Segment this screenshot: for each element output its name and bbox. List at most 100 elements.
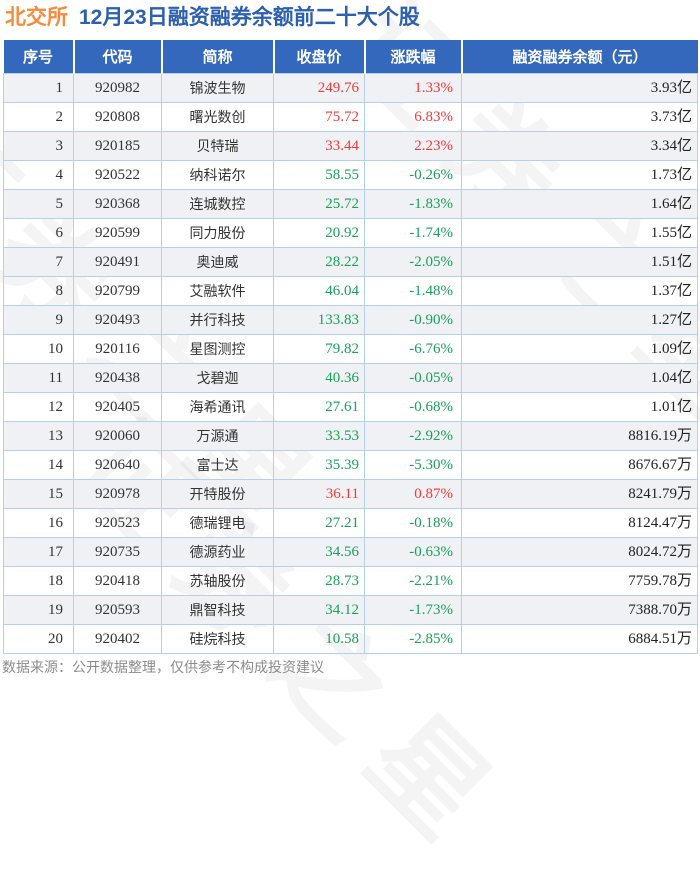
cell-no: 11 (3, 363, 74, 393)
title-main-label: 12月23日融资融券余额前二十大个股 (79, 6, 420, 29)
col-header-price: 收盘价 (273, 40, 366, 74)
cell-code: 920402 (73, 624, 162, 654)
cell-price: 133.83 (273, 305, 365, 335)
cell-price: 27.61 (273, 392, 365, 422)
cell-no: 9 (3, 305, 74, 335)
col-header-name: 简称 (161, 40, 275, 74)
table-row: 4 920522 纳科诺尔 58.55 -0.26% 1.73亿 (3, 160, 698, 190)
cell-no: 6 (3, 218, 74, 248)
cell-code: 920368 (73, 189, 162, 219)
table-row: 6 920599 同力股份 20.92 -1.74% 1.55亿 (3, 218, 698, 248)
cell-price: 10.58 (273, 624, 365, 654)
cell-change: 6.83% (364, 102, 462, 132)
cell-name: 鼎智科技 (161, 595, 274, 625)
cell-no: 14 (3, 450, 74, 480)
cell-code: 920799 (73, 276, 162, 306)
cell-code: 920491 (73, 247, 162, 277)
header-row: 序号 代码 简称 收盘价 涨跌幅 融资融券余额（元） (3, 40, 698, 74)
cell-change: -1.83% (364, 189, 462, 219)
cell-balance: 8024.72万 (461, 537, 698, 567)
cell-price: 20.92 (273, 218, 365, 248)
cell-code: 920808 (73, 102, 162, 132)
cell-code: 920593 (73, 595, 162, 625)
cell-price: 33.53 (273, 421, 365, 451)
cell-name: 曙光数创 (161, 102, 274, 132)
cell-name: 德瑞锂电 (161, 508, 274, 538)
table-row: 19 920593 鼎智科技 34.12 -1.73% 7388.70万 (3, 595, 698, 625)
cell-change: 2.23% (364, 131, 462, 161)
cell-no: 20 (3, 624, 74, 654)
cell-code: 920640 (73, 450, 162, 480)
cell-balance: 1.55亿 (461, 218, 698, 248)
cell-name: 纳科诺尔 (161, 160, 274, 190)
cell-no: 1 (3, 73, 74, 103)
cell-change: -1.73% (364, 595, 462, 625)
table-row: 1 920982 锦波生物 249.76 1.33% 3.93亿 (3, 73, 698, 103)
table-row: 3 920185 贝特瑞 33.44 2.23% 3.34亿 (3, 131, 698, 161)
cell-price: 249.76 (273, 73, 365, 103)
page-title: 北交所 12月23日融资融券余额前二十大个股 (5, 2, 420, 34)
table-header: 序号 代码 简称 收盘价 涨跌幅 融资融券余额（元） (3, 40, 698, 74)
cell-balance: 7759.78万 (461, 566, 698, 596)
cell-price: 34.12 (273, 595, 365, 625)
cell-code: 920599 (73, 218, 162, 248)
cell-price: 28.73 (273, 566, 365, 596)
cell-price: 25.72 (273, 189, 365, 219)
cell-change: -6.76% (364, 334, 462, 364)
table-row: 17 920735 德源药业 34.56 -0.63% 8024.72万 (3, 537, 698, 567)
cell-code: 920523 (73, 508, 162, 538)
cell-name: 连城数控 (161, 189, 274, 219)
cell-name: 万源通 (161, 421, 274, 451)
cell-no: 8 (3, 276, 74, 306)
cell-name: 锦波生物 (161, 73, 274, 103)
cell-balance: 1.51亿 (461, 247, 698, 277)
table-row: 16 920523 德瑞锂电 27.21 -0.18% 8124.47万 (3, 508, 698, 538)
col-header-no: 序号 (3, 40, 75, 74)
cell-name: 戈碧迦 (161, 363, 274, 393)
cell-no: 19 (3, 595, 74, 625)
cell-balance: 8816.19万 (461, 421, 698, 451)
table-row: 2 920808 曙光数创 75.72 6.83% 3.73亿 (3, 102, 698, 132)
cell-code: 920405 (73, 392, 162, 422)
table-row: 12 920405 海希通讯 27.61 -0.68% 1.01亿 (3, 392, 698, 422)
cell-code: 920978 (73, 479, 162, 509)
cell-price: 79.82 (273, 334, 365, 364)
cell-name: 富士达 (161, 450, 274, 480)
cell-price: 40.36 (273, 363, 365, 393)
cell-change: -0.90% (364, 305, 462, 335)
cell-code: 920438 (73, 363, 162, 393)
cell-price: 27.21 (273, 508, 365, 538)
table-row: 11 920438 戈碧迦 40.36 -0.05% 1.04亿 (3, 363, 698, 393)
cell-name: 同力股份 (161, 218, 274, 248)
cell-change: 0.87% (364, 479, 462, 509)
cell-change: -1.48% (364, 276, 462, 306)
cell-code: 920982 (73, 73, 162, 103)
cell-name: 海希通讯 (161, 392, 274, 422)
cell-balance: 6884.51万 (461, 624, 698, 654)
cell-price: 75.72 (273, 102, 365, 132)
cell-change: 1.33% (364, 73, 462, 103)
cell-price: 33.44 (273, 131, 365, 161)
col-header-change: 涨跌幅 (364, 40, 463, 74)
cell-price: 46.04 (273, 276, 365, 306)
cell-price: 35.39 (273, 450, 365, 480)
cell-name: 硅烷科技 (161, 624, 274, 654)
cell-code: 920522 (73, 160, 162, 190)
cell-balance: 1.27亿 (461, 305, 698, 335)
cell-price: 34.56 (273, 537, 365, 567)
col-header-code: 代码 (73, 40, 163, 74)
cell-code: 920418 (73, 566, 162, 596)
cell-balance: 1.09亿 (461, 334, 698, 364)
cell-balance: 1.73亿 (461, 160, 698, 190)
cell-change: -0.18% (364, 508, 462, 538)
cell-no: 3 (3, 131, 74, 161)
cell-name: 贝特瑞 (161, 131, 274, 161)
table-row: 5 920368 连城数控 25.72 -1.83% 1.64亿 (3, 189, 698, 219)
cell-change: -0.63% (364, 537, 462, 567)
cell-name: 奥迪威 (161, 247, 274, 277)
table-row: 15 920978 开特股份 36.11 0.87% 8241.79万 (3, 479, 698, 509)
table-body: 1 920982 锦波生物 249.76 1.33% 3.93亿 2 92080… (3, 73, 698, 654)
cell-balance: 1.64亿 (461, 189, 698, 219)
table-row: 18 920418 苏轴股份 28.73 -2.21% 7759.78万 (3, 566, 698, 596)
cell-change: -2.21% (364, 566, 462, 596)
